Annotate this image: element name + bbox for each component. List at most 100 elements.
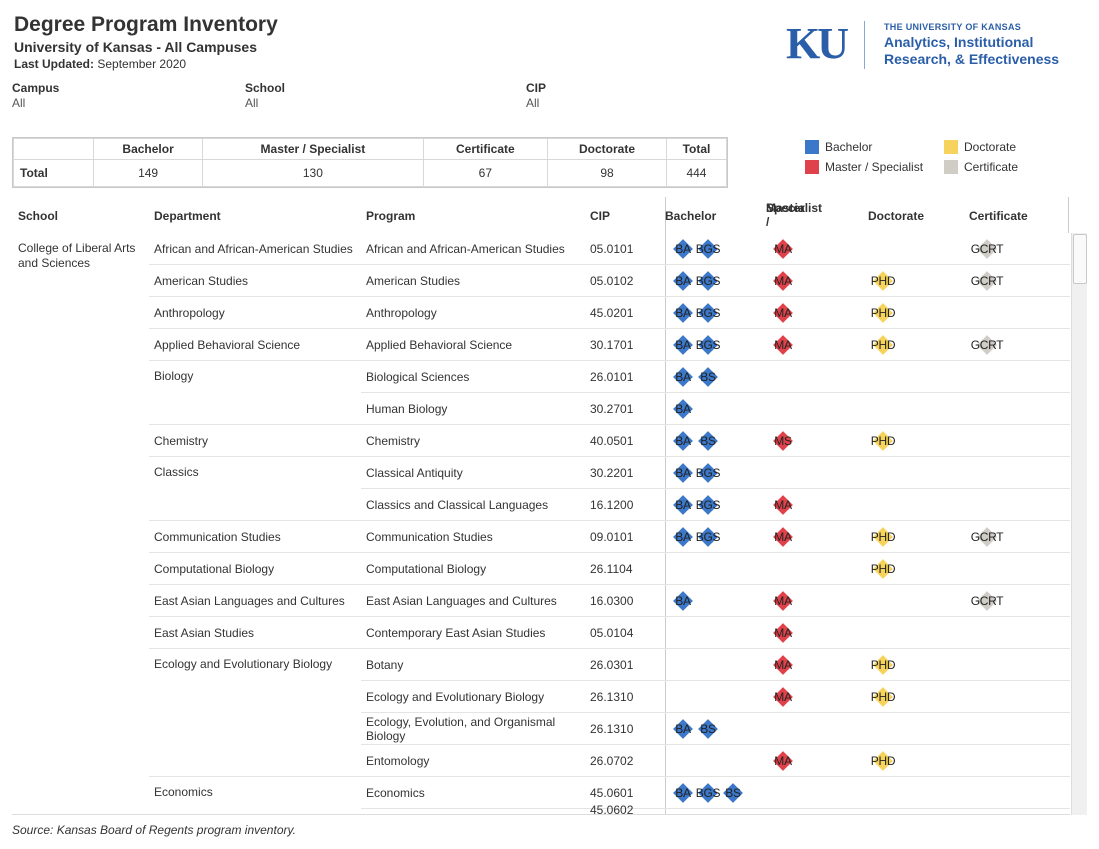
table-row[interactable]: African and African-American Studies Afri… — [12, 233, 1070, 265]
bachelor-degree-badge[interactable]: BA — [670, 783, 696, 803]
table-row[interactable]: Anthropology Anthropology 45.0201 BA BGS MA PH… — [12, 297, 1070, 329]
bachelor-degree-badge[interactable]: BS — [695, 431, 721, 451]
table-row[interactable]: Ecology and Evolutionary Biology Botany 26… — [12, 649, 1070, 681]
bachelor-degree-badge[interactable]: BGS — [695, 463, 721, 483]
bachelor-degree-badge[interactable]: BA — [670, 335, 696, 355]
bachelor-degree-badge[interactable]: BA — [670, 591, 696, 611]
master-degree-badge[interactable]: MS — [770, 431, 796, 451]
master-degree-badge[interactable]: MA — [770, 623, 796, 643]
bachelor-degree-badge[interactable]: BGS — [695, 335, 721, 355]
bachelor-degree-badge[interactable]: BA — [670, 303, 696, 323]
doctorate-degree-badge[interactable]: PHD — [870, 335, 896, 355]
col-header-doctorate[interactable]: Doctorate — [868, 209, 925, 223]
table-row[interactable]: Classics Classical Antiquity 30.2201 BA BGS — [12, 457, 1070, 489]
doctorate-degree-badge[interactable]: PHD — [870, 559, 896, 579]
col-header-program[interactable]: Program — [366, 209, 416, 223]
filter-school[interactable]: School All — [245, 81, 285, 110]
ku-logo-mark: KU — [786, 19, 849, 68]
certificate-degree-badge[interactable]: GCRT — [970, 591, 1004, 611]
bachelor-degree-badge[interactable]: BA — [670, 399, 696, 419]
filter-school-value[interactable]: All — [245, 96, 259, 110]
bachelor-degree-badge[interactable]: BS — [695, 719, 721, 739]
table-row[interactable]: Human Biology 30.2701 BA — [12, 393, 1070, 425]
certificate-degree-badge[interactable]: GCRT — [970, 271, 1004, 291]
program-cell: Contemporary East Asian Studies — [366, 625, 546, 640]
bachelor-degree-badge[interactable]: BS — [720, 783, 746, 803]
bachelor-degree-badge[interactable]: BGS — [695, 527, 721, 547]
cip-cell: 16.0300 — [590, 593, 634, 608]
degree-code: PHD — [870, 434, 896, 448]
table-row[interactable]: Communication Studies Communication Studi… — [12, 521, 1070, 553]
doctorate-degree-badge[interactable]: PHD — [870, 303, 896, 323]
bachelor-degree-badge[interactable]: BGS — [695, 239, 721, 259]
summary-value-bachelor: 149 — [92, 159, 204, 187]
bachelor-degree-badge[interactable]: BA — [670, 271, 696, 291]
filter-campus[interactable]: Campus All — [12, 81, 59, 110]
table-row[interactable]: East Asian Studies Contemporary East Asia… — [12, 617, 1070, 649]
bachelor-degree-badge[interactable]: BGS — [695, 271, 721, 291]
bachelor-degree-badge[interactable]: BGS — [695, 303, 721, 323]
program-grid[interactable]: College of Liberal Arts and Sciences Afr… — [12, 233, 1070, 815]
table-row[interactable]: American Studies American Studies 05.0102 B… — [12, 265, 1070, 297]
bachelor-degree-badge[interactable]: BA — [670, 527, 696, 547]
bachelor-degree-badge[interactable]: BA — [670, 367, 696, 387]
table-row[interactable]: Ecology and Evolutionary Biology 26.1310 M… — [12, 681, 1070, 713]
doctorate-degree-badge[interactable]: PHD — [870, 751, 896, 771]
legend-item-bachelor[interactable]: Bachelor — [805, 140, 872, 154]
col-header-department[interactable]: Department — [154, 209, 221, 223]
cip-cell: 26.0101 — [590, 369, 634, 384]
grid-header: School Department Program CIP Bachelor M… — [12, 197, 1070, 233]
master-degree-badge[interactable]: MA — [770, 655, 796, 675]
master-degree-badge[interactable]: MA — [770, 527, 796, 547]
table-row[interactable]: Computational Biology Computational Biolo… — [12, 553, 1070, 585]
bachelor-degree-badge[interactable]: BA — [670, 239, 696, 259]
doctorate-degree-badge[interactable]: PHD — [870, 527, 896, 547]
scrollbar-thumb[interactable] — [1073, 234, 1087, 284]
master-degree-badge[interactable]: MA — [770, 591, 796, 611]
master-degree-badge[interactable]: MA — [770, 335, 796, 355]
bachelor-degree-badge[interactable]: BA — [670, 719, 696, 739]
last-updated: Last Updated: September 2020 — [14, 57, 186, 71]
table-row[interactable]: Economics Economics 45.0601 BA BGS BS — [12, 777, 1070, 809]
col-header-certificate[interactable]: Certificate — [969, 209, 1028, 223]
table-row[interactable]: Entomology 26.0702 MA PHD — [12, 745, 1070, 777]
table-row[interactable]: Ecology, Evolution, and Organismal Biolo… — [12, 713, 1070, 745]
bachelor-degree-badge[interactable]: BGS — [695, 783, 721, 803]
table-row[interactable]: Classics and Classical Languages 16.1200 B… — [12, 489, 1070, 521]
table-row[interactable]: East Asian Languages and Cultures East As… — [12, 585, 1070, 617]
vertical-scrollbar[interactable] — [1071, 233, 1087, 815]
filter-cip-value[interactable]: All — [526, 96, 540, 110]
bachelor-degree-badge[interactable]: BGS — [695, 495, 721, 515]
doctorate-degree-badge[interactable]: PHD — [870, 655, 896, 675]
table-row[interactable]: 45.0602 — [12, 803, 1070, 814]
filter-cip[interactable]: CIP All — [526, 81, 546, 110]
master-degree-badge[interactable]: MA — [770, 687, 796, 707]
doctorate-degree-badge[interactable]: PHD — [870, 687, 896, 707]
col-header-bachelor[interactable]: Bachelor — [665, 209, 716, 223]
master-degree-badge[interactable]: MA — [770, 495, 796, 515]
filter-campus-value[interactable]: All — [12, 96, 26, 110]
bachelor-degree-badge[interactable]: BA — [670, 463, 696, 483]
table-row[interactable]: Applied Behavioral Science Applied Behavi… — [12, 329, 1070, 361]
degree-code: PHD — [870, 306, 896, 320]
col-header-cip[interactable]: CIP — [590, 209, 611, 223]
master-degree-badge[interactable]: MA — [770, 239, 796, 259]
master-degree-badge[interactable]: MA — [770, 751, 796, 771]
table-row[interactable]: Chemistry Chemistry 40.0501 BA BS MS PHD — [12, 425, 1070, 457]
certificate-degree-badge[interactable]: GCRT — [970, 527, 1004, 547]
master-degree-badge[interactable]: MA — [770, 303, 796, 323]
master-degree-badge[interactable]: MA — [770, 271, 796, 291]
legend-item-master[interactable]: Master / Specialist — [805, 160, 923, 174]
bachelor-degree-badge[interactable]: BA — [670, 431, 696, 451]
degree-code: BGS — [695, 338, 721, 352]
certificate-degree-badge[interactable]: GCRT — [970, 239, 1004, 259]
legend-item-doctorate[interactable]: Doctorate — [944, 140, 1016, 154]
bachelor-degree-badge[interactable]: BA — [670, 495, 696, 515]
table-row[interactable]: Biology Biological Sciences 26.0101 BA BS — [12, 361, 1070, 393]
col-header-school[interactable]: School — [18, 209, 59, 223]
doctorate-degree-badge[interactable]: PHD — [870, 271, 896, 291]
certificate-degree-badge[interactable]: GCRT — [970, 335, 1004, 355]
legend-item-certificate[interactable]: Certificate — [944, 160, 1018, 174]
bachelor-degree-badge[interactable]: BS — [695, 367, 721, 387]
doctorate-degree-badge[interactable]: PHD — [870, 431, 896, 451]
